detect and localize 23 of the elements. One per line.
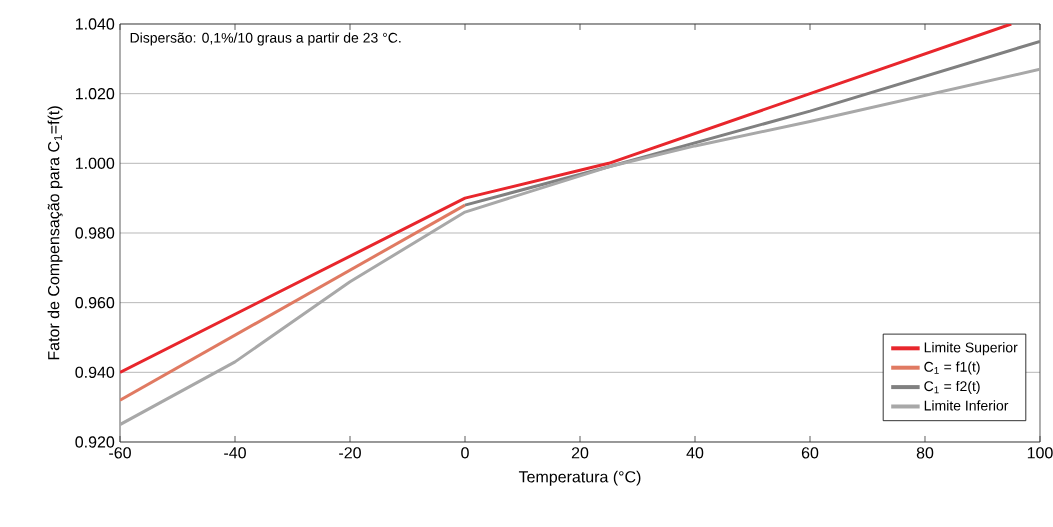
x-tick-label: 0: [461, 447, 469, 459]
legend-label: C$_{1}$ = f2(t): [924, 380, 980, 394]
x-tick-label: -40: [224, 447, 246, 459]
x-tick-label: 60: [801, 447, 819, 459]
y-tick-label: 1.020: [76, 88, 115, 100]
y-tick-label: 0.920: [75, 436, 115, 448]
legend-label: Limite Inferior: [924, 400, 1009, 411]
x-tick-label: 20: [571, 447, 589, 459]
x-tick-label: 80: [916, 447, 934, 459]
annotation: Dispersão: 0,1%/10 graus a partir de 23 °C.: [130, 32, 401, 46]
y-tick-label: 1.000: [76, 157, 115, 169]
x-axis-title: Temperatura (°C): [518, 470, 641, 486]
y-axis-title: Fator de Compensação para C$_{1}$=f(t): [47, 106, 63, 360]
y-tick-label: 1.040: [76, 18, 115, 30]
x-tick-label: -60: [109, 447, 131, 459]
y-tick-label: 0.940: [75, 366, 115, 378]
y-tick-label: 0.960: [75, 297, 115, 309]
legend-label: Limite Superior: [924, 342, 1018, 356]
x-tick-label: -20: [339, 447, 361, 459]
x-tick-label: 100: [1027, 447, 1053, 459]
y-tick-label: 0.980: [75, 227, 115, 239]
x-tick-label: 40: [686, 447, 704, 459]
legend-label: C$_{1}$ = f1(t): [924, 361, 980, 375]
